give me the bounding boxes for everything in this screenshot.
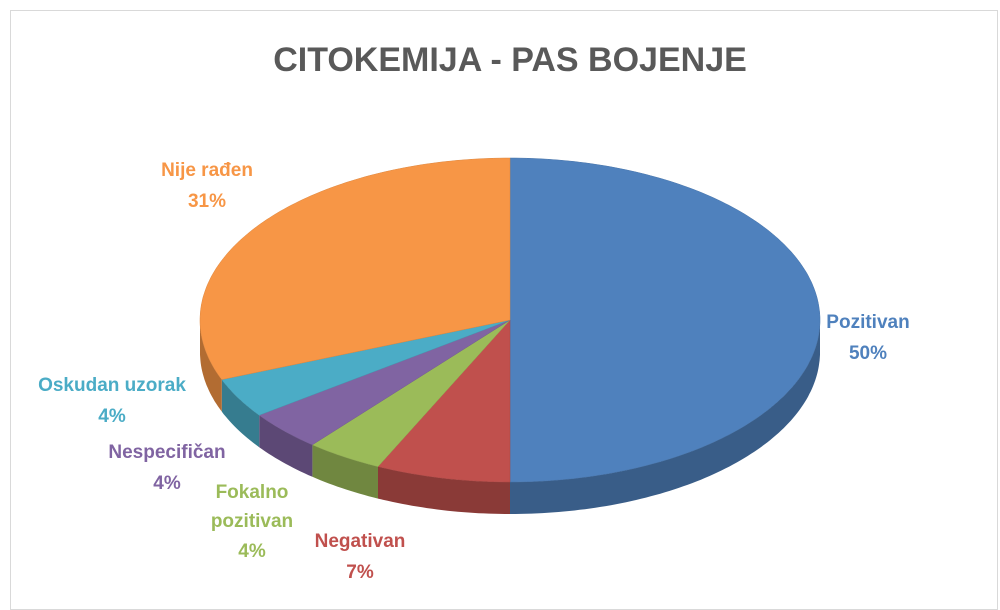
category-label: Fokalno pozitivan [210, 482, 294, 532]
pie [199, 157, 821, 514]
pie-slice [221, 319, 511, 416]
pie-slice-side [510, 320, 820, 514]
pie-slice-side [378, 466, 510, 514]
chart: CITOKEMIJA - PAS BOJENJE [199, 41, 821, 514]
pie-slice-side [221, 379, 260, 448]
category-label: Nespecifičan [108, 442, 226, 463]
category-label: Negativan [314, 531, 406, 552]
data-label: Pozitivan 50% [826, 307, 909, 369]
data-label: Negativan 7% [315, 526, 406, 588]
data-label: Nije rađen 31% [161, 155, 253, 217]
pie-slice [311, 319, 511, 467]
value-label: 4% [153, 473, 181, 494]
pie-slice [377, 319, 511, 483]
pie-slice-side [200, 320, 222, 412]
category-label: Oskudan uzorak [38, 375, 186, 396]
page: {"chart_data": {"type": "pie", "title": … [10, 10, 998, 610]
pie-slice-side [259, 415, 313, 477]
pie-slice [199, 157, 511, 380]
pie-slice [258, 319, 511, 446]
value-label: 4% [98, 406, 126, 427]
pie-slice [509, 157, 821, 483]
category-label: Nije rađen [161, 160, 253, 181]
value-label: 7% [346, 562, 374, 583]
data-label: Nespecifičan 4% [108, 437, 225, 499]
value-label: 50% [848, 343, 888, 364]
value-label: 4% [238, 541, 266, 562]
data-label: Oskudan uzorak 4% [38, 370, 186, 432]
value-label: 31% [187, 191, 227, 212]
data-label: Fokalno pozitivan 4% [202, 478, 302, 567]
pie-slice-side [312, 444, 378, 499]
category-label: Pozitivan [826, 312, 910, 333]
chart-title: CITOKEMIJA - PAS BOJENJE [273, 41, 747, 79]
